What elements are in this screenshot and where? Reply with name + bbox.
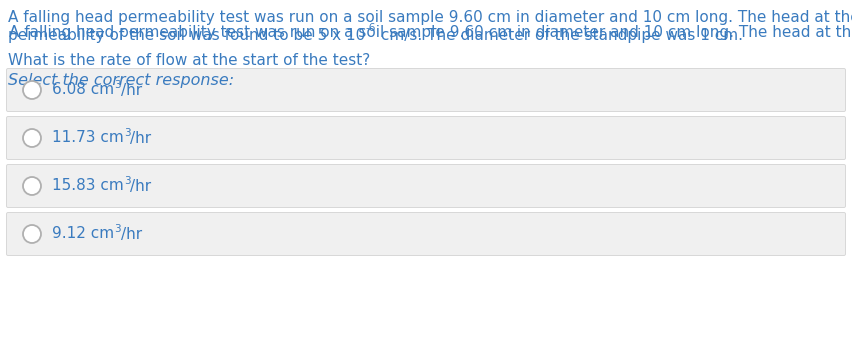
- Circle shape: [23, 177, 41, 195]
- Text: 9.12 cm: 9.12 cm: [52, 227, 114, 242]
- Circle shape: [23, 129, 41, 147]
- Text: cm/s. The diameter of the standpipe was 1 cm.: cm/s. The diameter of the standpipe was …: [376, 28, 743, 43]
- Text: 6.08 cm: 6.08 cm: [52, 82, 114, 97]
- Text: 3: 3: [124, 176, 130, 186]
- FancyBboxPatch shape: [7, 116, 845, 160]
- FancyBboxPatch shape: [7, 164, 845, 208]
- Text: /hr: /hr: [121, 227, 142, 242]
- FancyBboxPatch shape: [7, 213, 845, 256]
- Text: 15.83 cm: 15.83 cm: [52, 179, 124, 194]
- Text: What is the rate of flow at the start of the test?: What is the rate of flow at the start of…: [8, 53, 371, 68]
- Text: Select the correct response:: Select the correct response:: [8, 73, 234, 88]
- Text: 11.73 cm: 11.73 cm: [52, 131, 124, 145]
- Text: 3: 3: [114, 80, 121, 90]
- Circle shape: [23, 225, 41, 243]
- Text: /hr: /hr: [130, 179, 152, 194]
- Text: -6: -6: [366, 23, 376, 33]
- Text: A falling head permeability test was run on a soil sample 9.60 cm in diameter an: A falling head permeability test was run…: [8, 10, 852, 25]
- Text: 3: 3: [124, 128, 130, 138]
- Text: 3: 3: [114, 224, 121, 234]
- FancyBboxPatch shape: [7, 68, 845, 111]
- Text: /hr: /hr: [121, 82, 142, 97]
- Text: /hr: /hr: [130, 131, 152, 145]
- Text: A falling head permeability test was run on a soil sample 9.60 cm in diameter an: A falling head permeability test was run…: [9, 25, 852, 40]
- Circle shape: [23, 81, 41, 99]
- Text: permeability of the soil was found to be 5 x 10: permeability of the soil was found to be…: [8, 28, 366, 43]
